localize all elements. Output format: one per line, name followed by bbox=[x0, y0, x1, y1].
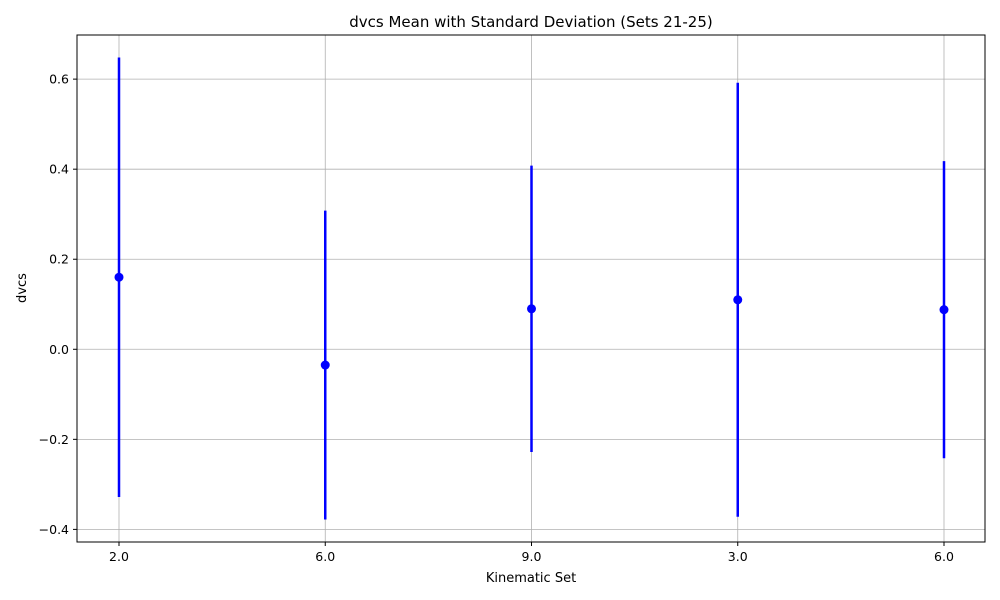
x-tick-label: 3.0 bbox=[728, 549, 748, 564]
mean-point bbox=[939, 305, 949, 315]
point-layer bbox=[114, 272, 949, 370]
y-axis-label: dvcs bbox=[15, 273, 30, 303]
x-tick-label: 2.0 bbox=[109, 549, 129, 564]
tick-layer: −0.4 −0.2 0.0 0.2 0.4 0.6 2.0 6.0 9.0 3.0 6.0 bbox=[39, 72, 954, 564]
y-tick-label: −0.2 bbox=[39, 432, 69, 447]
y-tick-label: −0.4 bbox=[39, 522, 69, 537]
mean-point bbox=[114, 272, 124, 282]
x-tick-label: 9.0 bbox=[522, 549, 542, 564]
mean-point bbox=[320, 360, 330, 370]
chart-title: dvcs Mean with Standard Deviation (Sets … bbox=[349, 13, 713, 31]
mean-point bbox=[733, 295, 743, 305]
x-axis-label: Kinematic Set bbox=[486, 571, 576, 586]
y-tick-label: 0.6 bbox=[49, 72, 69, 87]
mean-point bbox=[527, 304, 536, 314]
y-tick-label: 0.2 bbox=[49, 252, 69, 267]
x-tick-label: 6.0 bbox=[934, 549, 954, 564]
x-tick-label: 6.0 bbox=[315, 549, 335, 564]
y-tick-label: 0.4 bbox=[49, 162, 69, 177]
y-tick-label: 0.0 bbox=[49, 342, 69, 357]
